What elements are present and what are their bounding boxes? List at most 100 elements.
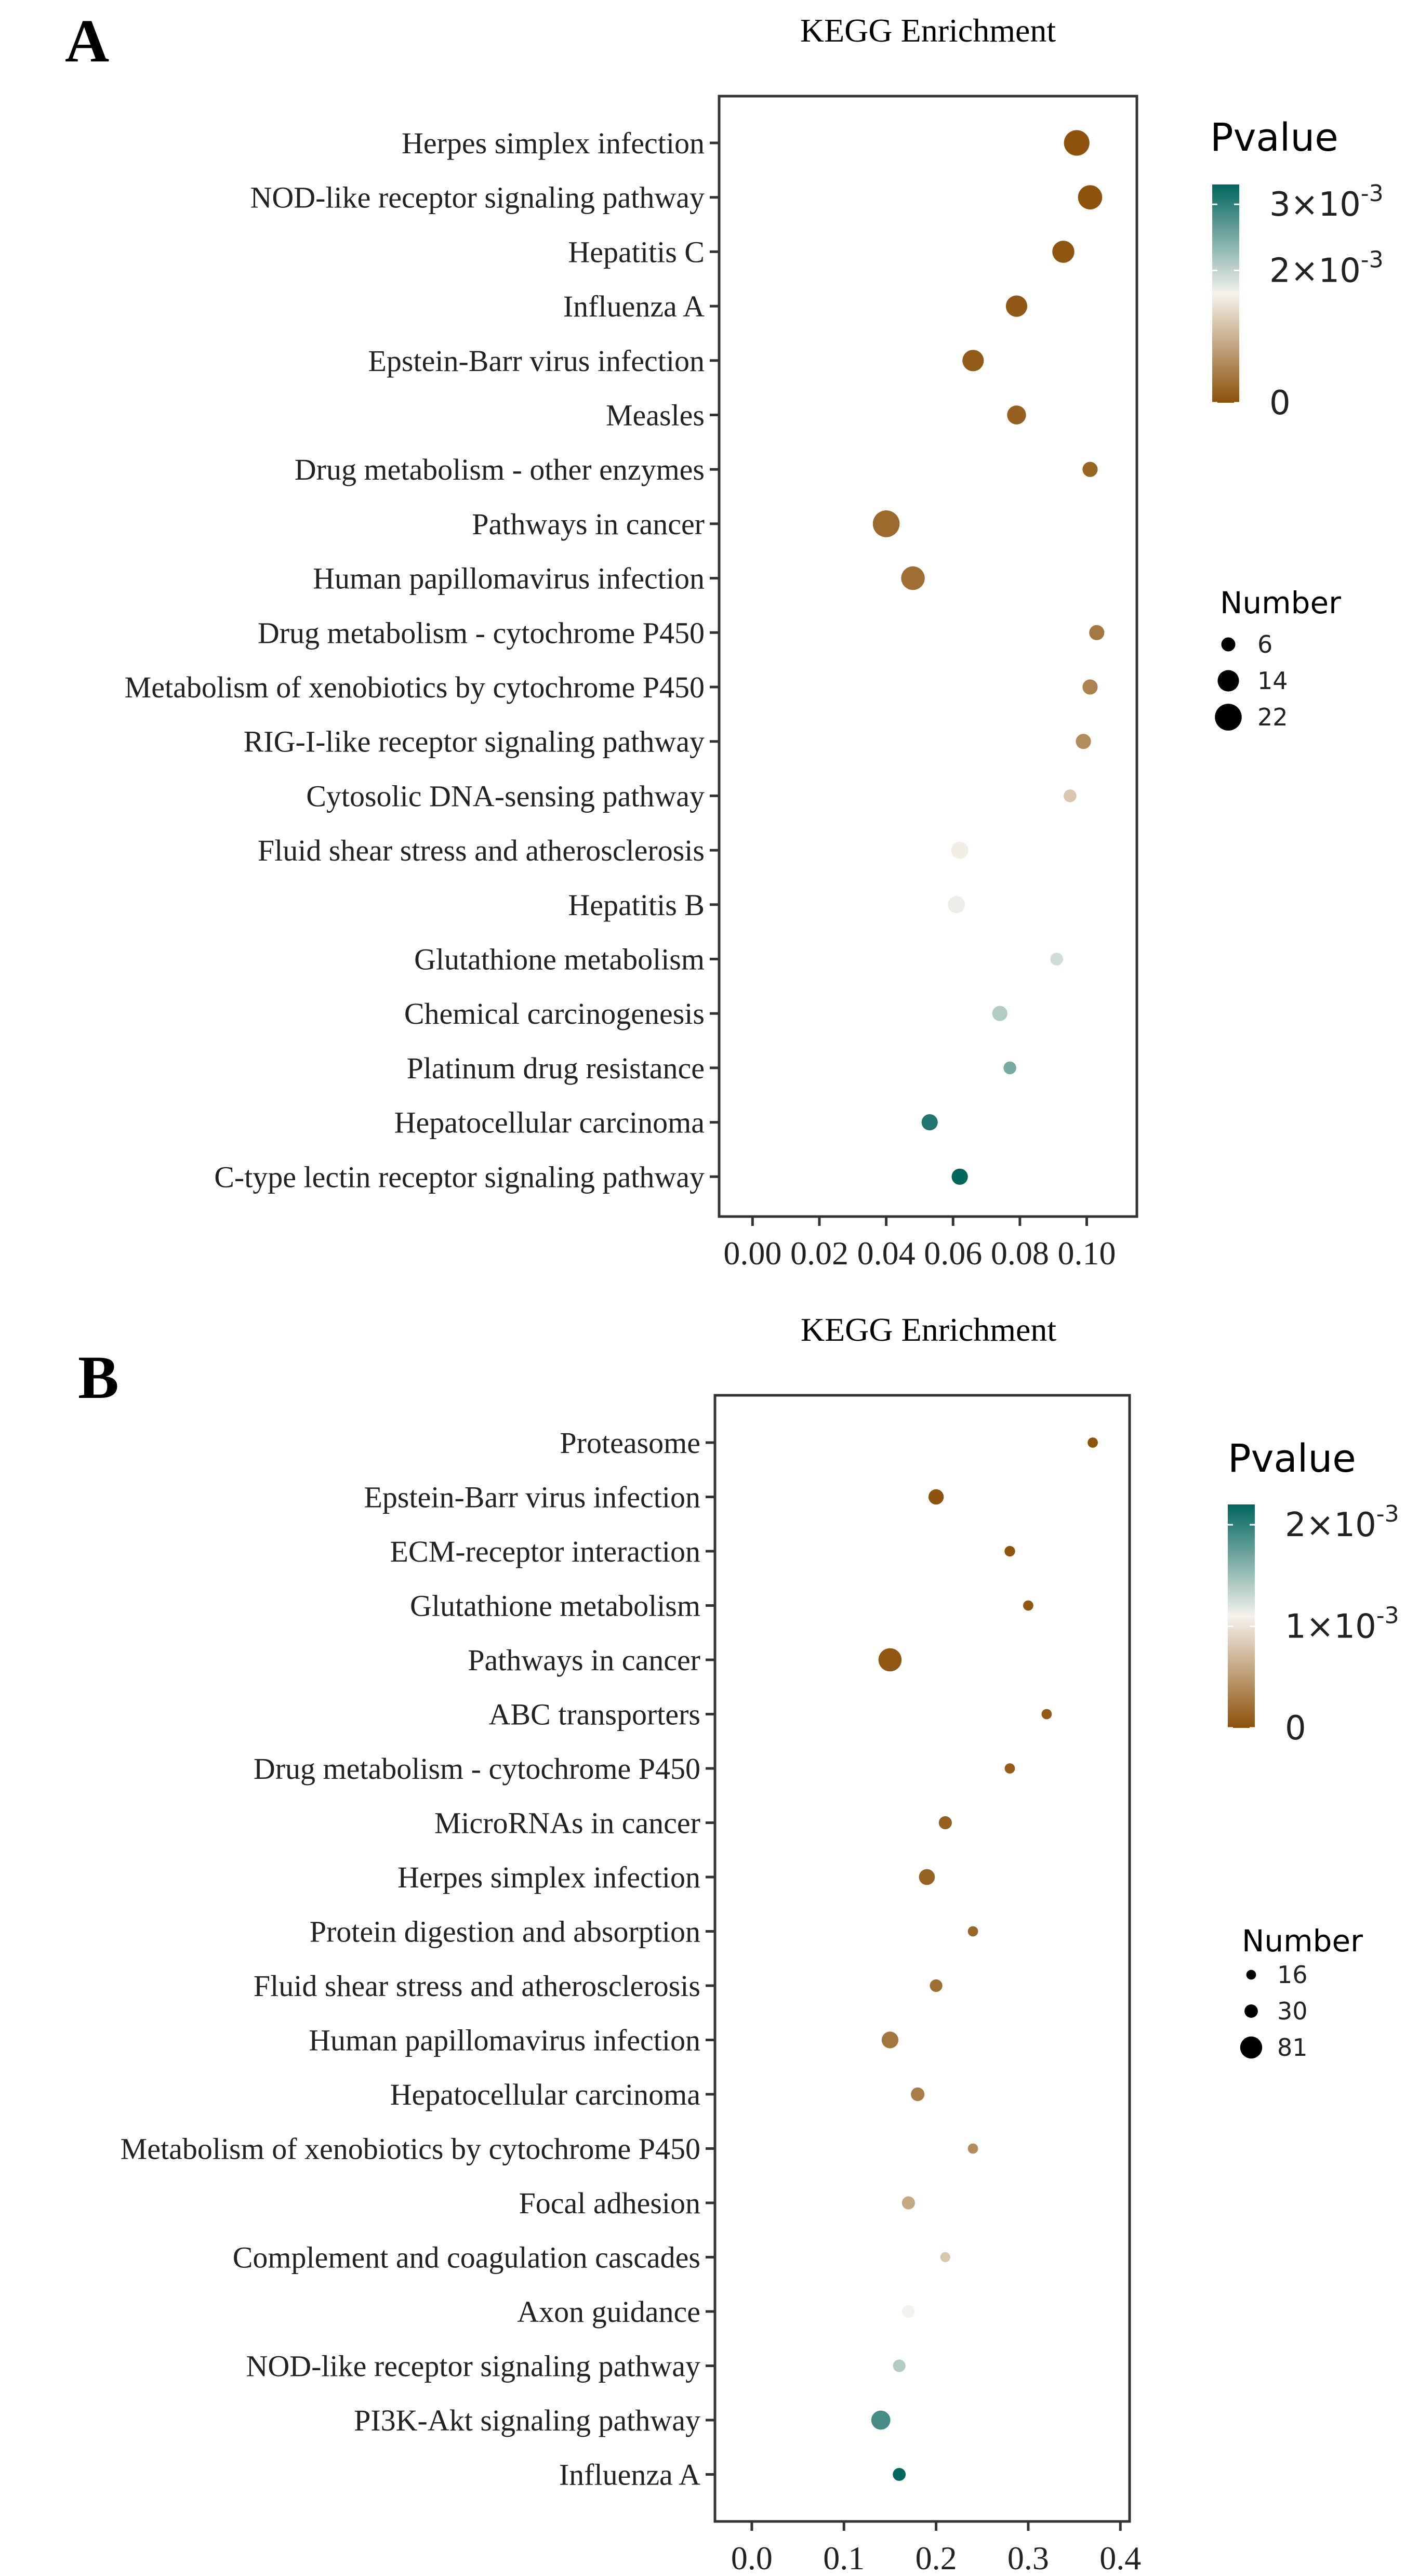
panel-a-y-label: Platinum drug resistance	[407, 1051, 705, 1085]
panel-b-size-legend-entries: 16 30 81	[1240, 1961, 1308, 2062]
panel-a-color-legend-title: Pvalue	[1210, 115, 1338, 160]
panel-a-size-legend: Number 6 14 22	[1215, 585, 1341, 731]
panel-a-size-legend-title: Number	[1220, 585, 1341, 620]
panel-b-size-legend-label: 30	[1277, 1997, 1308, 2025]
panel-a-point	[1005, 295, 1028, 317]
panel-b-y-label: Pathways in cancer	[468, 1643, 700, 1677]
panel-a-point	[1082, 679, 1098, 695]
panel-b-size-legend: Number 16 30 81	[1240, 1923, 1363, 2062]
panel-a-size-legend-dot	[1221, 637, 1236, 652]
panel-b-y-label: Metabolism of xenobiotics by cytochrome …	[121, 2132, 700, 2166]
panel-b-y-label: PI3K-Akt signaling pathway	[354, 2403, 700, 2437]
panel-a-point	[951, 1168, 968, 1185]
panel-b-y-label: ABC transporters	[488, 1698, 700, 1732]
panel-a-y-label: Hepatitis B	[568, 888, 705, 922]
panel-a-plot-border	[718, 95, 1138, 1218]
panel-a-point	[1003, 1061, 1016, 1075]
panel-a-point	[951, 841, 969, 859]
panel-b-y-label: Drug metabolism - cytochrome P450	[254, 1752, 700, 1786]
panel-a-x-tick-label: 0.02	[790, 1235, 848, 1272]
panel-b-y-label: Epstein-Barr virus infection	[364, 1481, 701, 1514]
panel-a-size-legend-entries: 6 14 22	[1215, 630, 1288, 731]
panel-a-size-legend-dot	[1215, 704, 1242, 731]
panel-b-point	[881, 2031, 899, 2049]
panel-b-size-legend-dot	[1244, 2004, 1258, 2018]
panel-b-plot-border	[713, 1394, 1131, 2523]
panel-a-y-label: Cytosolic DNA-sensing pathway	[306, 779, 705, 813]
panel-b-points	[871, 1437, 1098, 2481]
panel-a-y-label: Human papillomavirus infection	[313, 562, 705, 596]
panel-a-x-tick-label: 0.10	[1058, 1235, 1116, 1272]
panel-b-y-label: Fluid shear stress and atherosclerosis	[254, 1969, 700, 2003]
panel-b-y-label: Glutathione metabolism	[410, 1589, 700, 1623]
panel-b-colorbar	[1228, 1504, 1255, 1728]
panel-b-color-legend-title: Pvalue	[1228, 1436, 1356, 1481]
panel-b-x-tick-label: 0.1	[823, 2540, 865, 2576]
panel-a-point	[962, 350, 984, 372]
panel-b-y-label: Hepatocellular carcinoma	[390, 2078, 700, 2111]
panel-b-x-tick-label: 0.2	[916, 2540, 957, 2576]
panel-b-point	[893, 2468, 906, 2481]
panel-b-y-label: Influenza A	[559, 2458, 700, 2492]
panel-a-y-label: Herpes simplex infection	[402, 126, 705, 160]
panel-b-point	[940, 2252, 950, 2263]
panel-a-y-label: Epstein-Barr virus infection	[368, 344, 705, 378]
panel-a-point	[901, 566, 925, 590]
panel-b-x-tick-label: 0.0	[731, 2540, 773, 2576]
panel-a-y-label: Glutathione metabolism	[414, 943, 705, 976]
panel-b-y-label: ECM-receptor interaction	[390, 1535, 700, 1568]
panel-b-point	[901, 2196, 915, 2210]
panel-a-y-label: NOD-like receptor signaling pathway	[250, 181, 705, 215]
panel-b-y-label: Protein digestion and absorption	[310, 1915, 700, 1949]
panel-b-point	[967, 2143, 978, 2154]
panel-a-point	[1078, 185, 1103, 210]
panel-a-point	[872, 510, 900, 537]
panel-b-y-axis-ticks	[706, 1441, 715, 2476]
panel-a-point	[1007, 405, 1026, 425]
panel-b-x-tick-label: 0.3	[1007, 2540, 1049, 2576]
panel-b-label: B	[78, 1343, 119, 1411]
panel-b-size-legend-dot	[1240, 2036, 1263, 2059]
panel-a: A KEGG Enrichment Herpes simplex infecti…	[65, 7, 1384, 1272]
panel-a-point	[1064, 130, 1090, 156]
panel-b-point	[1004, 1763, 1015, 1774]
panel-b: B KEGG Enrichment Proteasome Epstein-Barr…	[78, 1311, 1399, 2576]
panel-a-y-label: Drug metabolism - cytochrome P450	[258, 616, 705, 650]
panel-b-point	[871, 2410, 891, 2430]
panel-a-point	[1064, 789, 1077, 802]
panel-a-size-legend-label: 6	[1257, 630, 1272, 658]
panel-a-points	[872, 130, 1105, 1185]
panel-b-y-label: NOD-like receptor signaling pathway	[246, 2349, 700, 2383]
panel-b-point	[1004, 1545, 1015, 1557]
panel-a-y-label: Hepatocellular carcinoma	[394, 1106, 705, 1140]
panel-a-point	[1082, 461, 1098, 477]
panel-b-y-label: Proteasome	[560, 1426, 700, 1460]
panel-b-point	[893, 2359, 906, 2372]
panel-a-y-label: Chemical carcinogenesis	[404, 997, 705, 1031]
panel-a-x-axis: 0.00 0.02 0.04 0.06 0.08 0.10	[723, 1217, 1116, 1272]
panel-a-size-legend-label: 22	[1257, 703, 1288, 731]
panel-a-size-legend-dot	[1217, 670, 1239, 692]
panel-a-y-axis-ticks	[710, 141, 719, 1178]
panel-a-colorbar	[1212, 184, 1239, 403]
panel-b-colorbar-label: 2×10-3	[1285, 1501, 1399, 1544]
panel-a-point	[1052, 241, 1075, 263]
panel-b-point	[902, 2305, 915, 2318]
panel-a-y-label: RIG-I-like receptor signaling pathway	[244, 725, 705, 759]
panel-b-title: KEGG Enrichment	[801, 1311, 1057, 1348]
panel-b-point	[1088, 1437, 1098, 1448]
panel-b-point	[967, 1926, 978, 1937]
panel-a-colorbar-label: 3×10-3	[1269, 180, 1384, 224]
panel-a-x-tick-label: 0.08	[991, 1235, 1049, 1272]
panel-a-y-label: Influenza A	[563, 289, 705, 323]
panel-b-y-label: MicroRNAs in cancer	[434, 1806, 700, 1840]
panel-a-colorbar-ticks: 0 2×10-3 3×10-3	[1212, 180, 1384, 422]
panel-b-y-label: Herpes simplex infection	[397, 1860, 700, 1894]
panel-b-point	[919, 1869, 935, 1885]
panel-b-y-label: Focal adhesion	[519, 2186, 700, 2220]
panel-a-y-axis-labels: Herpes simplex infection NOD-like recepto…	[125, 126, 705, 1194]
panel-a-y-label: Measles	[606, 399, 705, 432]
panel-b-y-axis-labels: Proteasome Epstein-Barr virus infection EC…	[121, 1426, 700, 2492]
panel-a-point	[921, 1114, 938, 1131]
